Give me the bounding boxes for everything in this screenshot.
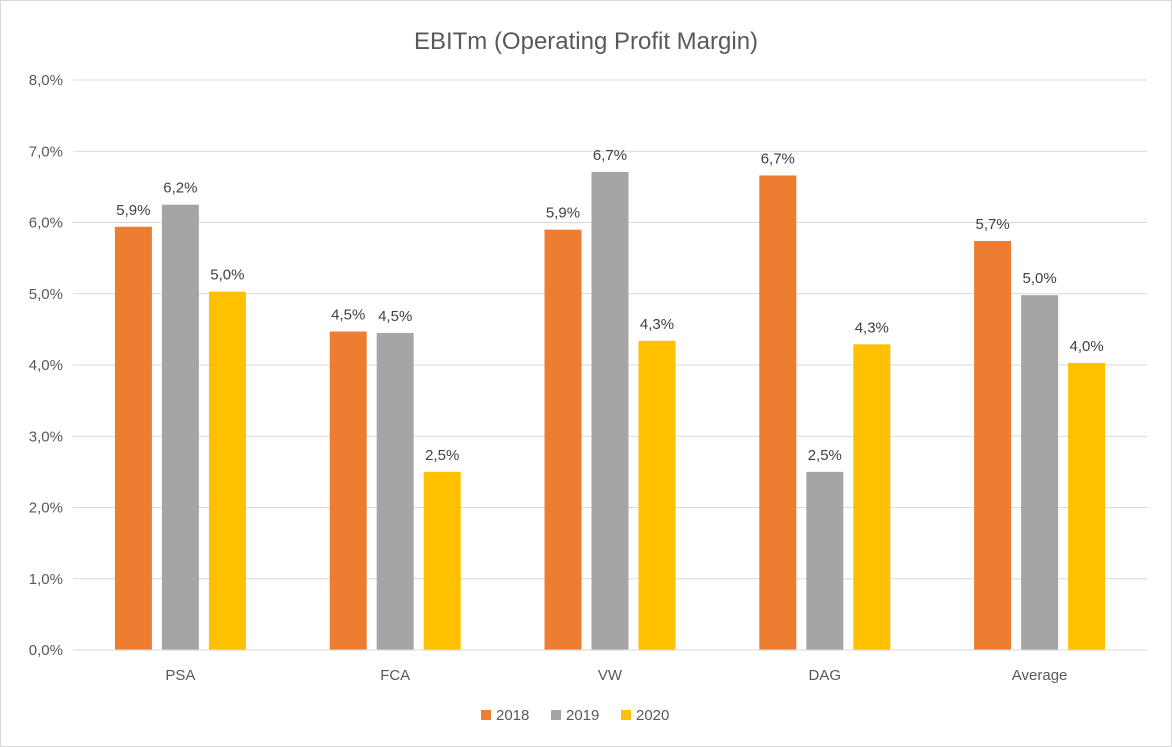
y-tick-label: 5,0%: [29, 286, 63, 303]
x-tick-label: VW: [598, 667, 623, 684]
bar-fca-2018: [329, 331, 367, 650]
x-tick-label: Average: [1012, 667, 1068, 684]
legend-swatch-2018: [481, 710, 491, 720]
data-label: 5,9%: [116, 202, 150, 219]
bar-dag-2019: [806, 471, 844, 650]
legend-swatch-2020: [621, 710, 631, 720]
data-label: 2,5%: [425, 447, 459, 464]
data-label: 2,5%: [808, 447, 842, 464]
data-label: 4,3%: [855, 319, 889, 336]
bars: [114, 171, 1106, 650]
bar-average-2020: [1068, 362, 1106, 650]
bar-psa-2019: [161, 204, 199, 650]
y-tick-label: 7,0%: [29, 143, 63, 160]
y-tick-label: 6,0%: [29, 215, 63, 232]
y-tick-label: 3,0%: [29, 428, 63, 445]
bar-average-2019: [1021, 295, 1059, 650]
y-tick-label: 0,0%: [29, 642, 63, 659]
data-label: 4,5%: [378, 308, 412, 325]
bar-vw-2020: [638, 340, 676, 650]
y-axis: 0,0% 1,0% 2,0% 3,0% 4,0% 5,0% 6,0% 7,0% 8,0%: [29, 72, 63, 659]
x-axis: PSA FCA VW DAG Average: [73, 649, 1147, 684]
y-tick-label: 2,0%: [29, 500, 63, 517]
data-label: 5,0%: [1022, 270, 1056, 287]
bar-fca-2019: [376, 332, 414, 650]
data-label: 6,7%: [761, 150, 795, 167]
legend: 2018 2019 2020: [481, 707, 669, 724]
bar-vw-2018: [544, 229, 582, 650]
data-label: 4,0%: [1069, 338, 1103, 355]
bar-dag-2018: [759, 175, 797, 650]
legend-label: 2018: [496, 707, 529, 724]
y-tick-label: 1,0%: [29, 571, 63, 588]
y-tick-label: 4,0%: [29, 357, 63, 374]
x-tick-label: DAG: [809, 667, 842, 684]
data-label: 6,2%: [163, 180, 197, 197]
bar-average-2018: [974, 241, 1012, 650]
bar-psa-2018: [114, 226, 152, 650]
data-label: 4,3%: [640, 316, 674, 333]
legend-swatch-2019: [551, 710, 561, 720]
chart-title: EBITm (Operating Profit Margin): [414, 28, 758, 55]
bar-dag-2020: [853, 344, 891, 650]
data-labels: 5,9% 6,2% 5,0% 4,5% 4,5% 2,5% 5,9% 6,7% 4,3% 6,7%…: [116, 147, 1103, 464]
bar-psa-2020: [208, 291, 246, 650]
data-label: 6,7%: [593, 147, 627, 164]
data-label: 5,9%: [546, 205, 580, 222]
legend-label: 2019: [566, 707, 599, 724]
bar-vw-2019: [591, 171, 629, 650]
data-label: 5,0%: [210, 267, 244, 284]
data-label: 4,5%: [331, 307, 365, 324]
legend-label: 2020: [636, 707, 669, 724]
data-label: 5,7%: [975, 216, 1009, 233]
x-tick-label: PSA: [165, 667, 195, 684]
bar-fca-2020: [423, 471, 461, 650]
y-tick-label: 8,0%: [29, 72, 63, 89]
x-tick-label: FCA: [380, 667, 410, 684]
